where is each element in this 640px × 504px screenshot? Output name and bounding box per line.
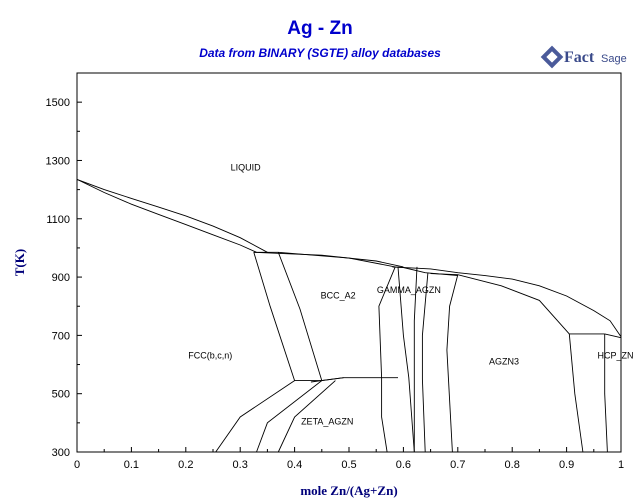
phase-region-label: BCC_A2 [321,290,356,300]
factsage-logo: Fact Sage [540,45,627,69]
x-axis-ticks: 0 0.1 0.2 0.3 0.4 0.5 0.6 0.7 0.8 0.9 1 [74,447,624,471]
phase-region-label: GAMMA_AGZN [377,285,441,295]
y-tick-label: 1100 [46,214,70,226]
y-tick-label: 500 [52,389,70,401]
phase-boundary-curve [76,178,257,253]
x-tick-label: 0 [74,459,80,471]
phase-boundary-curve [568,333,584,453]
phase-boundary-curve [253,251,404,268]
phase-boundary-curve [253,252,296,381]
x-tick-label: 0.6 [396,459,411,471]
plot-frame [76,72,622,453]
y-tick-label: 300 [52,447,70,459]
phase-boundary-curve [378,266,396,378]
y-tick-label: 1300 [46,155,70,167]
y-tick-label: 700 [52,330,70,342]
phase-boundary-curve [76,178,268,253]
phase-boundary-curve [392,266,622,338]
phase-boundary-curve [256,380,323,453]
svg-text:Sage: Sage [601,53,627,65]
phase-boundary-curve [277,252,323,381]
svg-text:Fact: Fact [564,49,595,66]
y-axis-ticks: 300 500 700 900 1100 1300 1500 [46,72,82,459]
x-tick-label: 0.8 [505,459,520,471]
x-tick-label: 0.4 [287,459,302,471]
x-tick-label: 0.7 [450,459,465,471]
phase-boundary-curve [413,266,418,452]
phase-boundary-curve [604,333,608,453]
phase-boundary-curve [277,380,336,453]
phase-region-label: HCP_ZN [598,351,634,361]
phase-region-label: FCC(b,c,n) [188,351,232,361]
phase-boundary-curve [421,272,429,453]
x-tick-label: 1 [618,459,624,471]
x-tick-label: 0.3 [233,459,248,471]
phase-boundary-curve [604,333,622,339]
phase-boundary-curve [446,274,459,453]
phase-boundary-curve [430,273,570,335]
x-tick-label: 0.2 [178,459,193,471]
phase-region-label: AGZN3 [489,357,519,367]
phase-region-label: ZETA_AGZN [301,416,353,426]
phase-boundary-curve [253,251,396,268]
y-tick-label: 900 [52,272,70,284]
phase-boundary-curve [397,266,415,453]
phase-boundary-curve [215,380,295,453]
y-tick-label: 1500 [46,97,70,109]
chart-subtitle: Data from BINARY (SGTE) alloy databases [199,46,441,60]
phase-boundary-curve [381,377,388,453]
phase-region-label: LIQUID [231,163,262,173]
phase-boundary-curve [310,377,344,383]
x-tick-label: 0.1 [124,459,139,471]
phase-boundaries [76,178,622,453]
x-tick-label: 0.9 [559,459,574,471]
chart-title: Ag - Zn [287,18,353,39]
x-tick-label: 0.5 [341,459,356,471]
phase-region-labels: LIQUID BCC_A2 GAMMA_AGZN FCC(b,c,n) ZETA_AGZ… [188,163,633,427]
x-axis-label: mole Zn/(Ag+Zn) [300,483,397,498]
y-axis-label: T(K) [12,249,27,276]
